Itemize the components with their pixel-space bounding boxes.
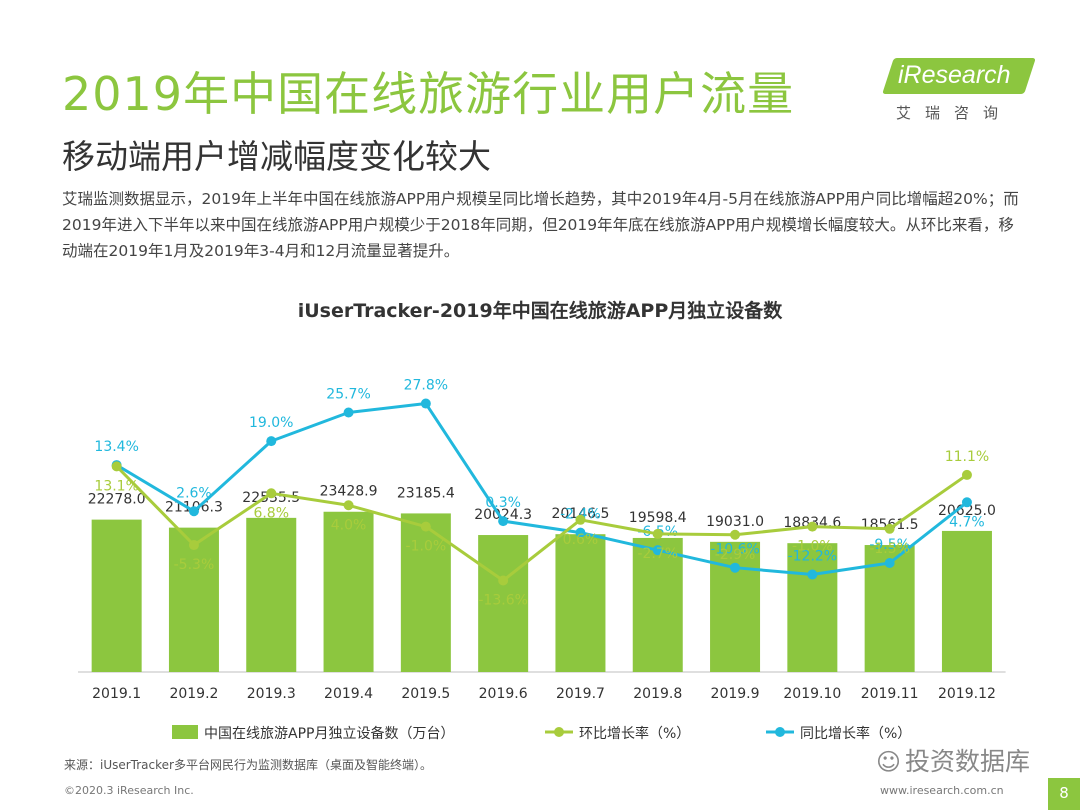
chart-title: iUserTracker-2019年中国在线旅游APP月独立设备数 [297,300,783,322]
bar-value-label: 20024.3 [474,507,532,523]
footer-copyright: ©2020.3 iResearch Inc. [64,784,194,797]
mom-point [575,514,586,525]
mom-point [498,575,509,586]
mom-label: 11.1% [945,449,989,465]
legend-label-yoy: 同比增长率（%） [800,725,911,742]
page-title: 2019年中国在线旅游行业用户流量 [62,67,795,121]
yoy-label: -12.2% [788,549,838,565]
bar [478,535,529,672]
yoy-label: -10.6% [710,542,760,558]
mom-label: 6.8% [253,505,289,521]
x-tick-label: 2019.6 [479,686,528,702]
mom-label: -2.9% [715,547,756,563]
x-tick-label: 2019.3 [247,686,296,702]
description-text: 艾瑞监测数据显示，2019年上半年中国在线旅游APP用户规模呈同比增长趋势，其中… [62,190,1019,260]
yoy-label: 27.8% [404,378,448,394]
yoy-point [343,407,354,418]
x-tick-label: 2019.10 [783,686,841,702]
yoy-point [884,557,895,568]
logo-text: iResearch [898,61,1011,89]
yoy-label: 0.3% [485,495,521,511]
x-tick-label: 2019.8 [633,686,682,702]
yoy-label: -9.5% [869,537,910,553]
yoy-line [115,402,968,577]
yoy-point [730,562,741,573]
mom-point [111,461,122,472]
bar-value-label: 22278.0 [88,492,146,508]
yoy-point [961,497,972,508]
legend-swatch-bar [172,725,198,739]
mom-point [807,521,818,532]
x-tick-label: 2019.4 [324,686,373,702]
yoy-label: 19.0% [249,415,293,431]
bar-value-label: 23428.9 [320,484,378,500]
mom-label: -1.0% [406,539,447,555]
mom-label: -1.5% [869,541,910,557]
mom-point [730,529,741,540]
mom-point [266,488,277,499]
bar [91,519,142,672]
yoy-point [807,569,818,580]
mom-label: -1.0% [792,539,833,555]
mom-point [343,500,354,511]
page-number: 8 [1048,778,1080,810]
mom-point [884,523,895,534]
bar [787,543,838,672]
bar [941,530,992,672]
footer-url: www.iresearch.com.cn [880,784,1004,797]
x-tick-label: 2019.1 [92,686,141,702]
bar [555,534,606,672]
x-tick-label: 2019.2 [169,686,218,702]
mom-label: -13.6% [478,593,528,609]
yoy-label: 25.7% [326,387,370,403]
watermark: ☺ 投资数据库 [876,742,1030,778]
yoy-point [652,545,663,556]
bar [246,517,297,672]
yoy-label: -2.4% [560,507,601,523]
yoy-label: 13.4% [94,439,138,455]
mom-point [188,540,199,551]
x-tick-label: 2019.9 [711,686,760,702]
bar-value-label: 19031.0 [706,514,764,530]
legend-marker-yoy [775,727,785,737]
bar [632,537,683,672]
legend-marker-mom [554,727,564,737]
yoy-point [498,516,509,527]
x-tick-label: 2019.7 [556,686,605,702]
mom-label: 4.0% [331,517,367,533]
mom-point [961,469,972,480]
mom-point [652,528,663,539]
x-tick-label: 2019.12 [938,686,996,702]
iresearch-logo: iResearch 艾瑞咨询 [882,58,1038,128]
x-tick-label: 2019.5 [401,686,450,702]
wechat-icon: ☺ [876,748,902,776]
bar [323,511,374,672]
bar [168,527,219,672]
yoy-point [420,398,431,409]
legend-label-bar: 中国在线旅游APP月独立设备数（万台） [204,725,454,742]
mom-label: 13.1% [94,478,138,494]
mom-label: -5.3% [174,557,215,573]
bar-value-label: 20146.5 [551,506,609,522]
yoy-label: 4.7% [949,514,985,530]
mom-line [115,465,968,583]
logo-cn: 艾瑞咨询 [896,104,1013,122]
source-note: 来源：iUserTracker多平台网民行为监测数据库（桌面及智能终端）。 [64,758,432,772]
yoy-label: 2.6% [176,485,212,501]
mom-label: -2.7% [637,546,678,562]
page-subtitle: 移动端用户增减幅度变化较大 [62,137,491,176]
bar-value-label: 23185.4 [397,485,455,501]
mom-label: 0.6% [563,532,599,548]
mom-point [420,521,431,532]
yoy-point [266,436,277,447]
bar-value-label: 19598.4 [629,510,687,526]
watermark-text: 投资数据库 [905,747,1031,776]
legend-label-mom: 环比增长率（%） [579,725,690,742]
yoy-point [575,527,586,538]
yoy-point [188,506,199,517]
x-tick-label: 2019.11 [861,686,919,702]
